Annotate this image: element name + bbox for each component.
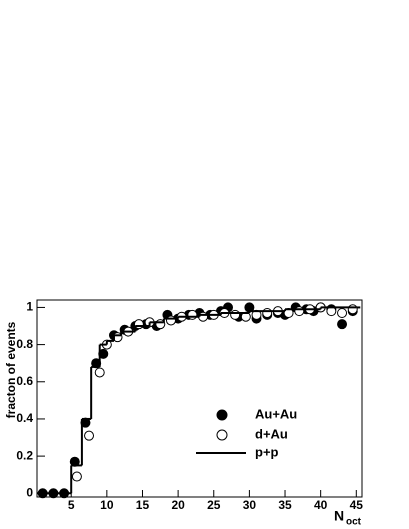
legend-label: p+p [255, 444, 279, 459]
data-point [71, 471, 82, 482]
x-tick-label: 45 [350, 498, 364, 512]
x-tick-label: 25 [207, 498, 221, 512]
data-point [165, 315, 176, 326]
x-tick-label: 30 [243, 498, 257, 512]
x-tick-label: 15 [136, 498, 150, 512]
legend-label: Au+Au [255, 406, 297, 421]
y-tick-label: 0.2 [16, 448, 33, 462]
x-tick-label: 20 [171, 498, 185, 512]
legend-marker [216, 409, 228, 421]
data-point [230, 309, 241, 320]
x-tick-label: 40 [314, 498, 328, 512]
y-tick-label: 1 [26, 300, 33, 314]
y-tick-label: 0 [26, 485, 33, 499]
data-point [294, 306, 305, 317]
x-axis-label-subscript: oct [346, 517, 362, 528]
y-tick-label: 0.4 [16, 411, 33, 425]
legend-label: d+Au [255, 426, 288, 441]
y-tick-label: 0.8 [16, 337, 33, 351]
plot-frame [36, 299, 363, 498]
data-point [337, 319, 348, 330]
data-point [187, 309, 198, 320]
legend-marker [216, 429, 228, 441]
x-axis-label: N [334, 508, 344, 524]
y-axis-label: fracton of events [4, 321, 18, 418]
x-tick-label: 35 [278, 498, 292, 512]
x-tick-label: 10 [100, 498, 114, 512]
y-tick-label: 0.6 [16, 374, 33, 388]
data-point [347, 304, 358, 315]
data-point [262, 308, 273, 319]
data-point [84, 430, 95, 441]
data-point [94, 367, 105, 378]
x-tick-label: 5 [68, 498, 75, 512]
data-point [337, 308, 348, 319]
